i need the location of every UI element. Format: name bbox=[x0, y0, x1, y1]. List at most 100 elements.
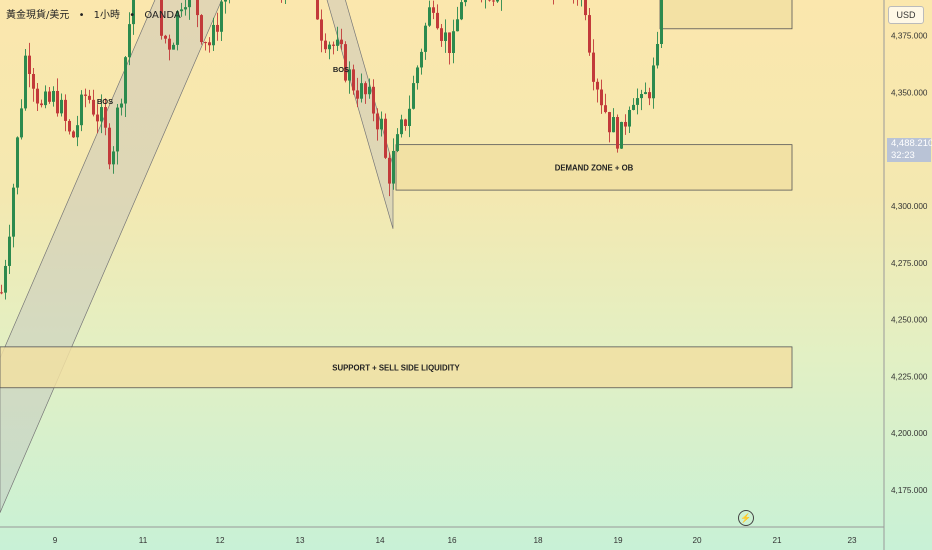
candle-body bbox=[444, 32, 447, 41]
candle-body bbox=[16, 137, 19, 188]
candle-body bbox=[24, 55, 27, 109]
candle-body bbox=[604, 105, 607, 113]
candle-body bbox=[112, 151, 115, 165]
candle-body bbox=[636, 98, 639, 105]
candle-body bbox=[8, 236, 11, 266]
candle-body bbox=[108, 127, 111, 165]
candle-body bbox=[648, 92, 651, 99]
candle-body bbox=[12, 187, 15, 237]
candle-body bbox=[448, 32, 451, 54]
candle-body bbox=[196, 0, 199, 16]
candle-body bbox=[380, 118, 383, 130]
candle-body bbox=[332, 44, 335, 46]
candle-body bbox=[200, 15, 203, 43]
candle-body bbox=[644, 92, 647, 95]
zone-box bbox=[395, 144, 793, 191]
candle-body bbox=[660, 0, 663, 44]
header-separator: • bbox=[129, 10, 136, 21]
candle-body bbox=[396, 134, 399, 151]
candle-body bbox=[612, 117, 615, 133]
candle-body bbox=[224, 0, 227, 2]
y-tick-label: 4,300.000 bbox=[891, 202, 928, 211]
candle-body bbox=[184, 7, 187, 10]
candle-body bbox=[432, 7, 435, 13]
candle-body bbox=[428, 7, 431, 26]
x-tick-label: 19 bbox=[613, 536, 623, 545]
candle-body bbox=[20, 108, 23, 138]
candle-body bbox=[52, 90, 55, 102]
x-tick-label: 11 bbox=[139, 536, 148, 545]
candle-body bbox=[100, 107, 103, 122]
candle-body bbox=[400, 119, 403, 135]
candle-body bbox=[392, 150, 395, 184]
candle-body bbox=[340, 39, 343, 45]
falling-channel bbox=[326, 0, 394, 229]
candle-body bbox=[72, 131, 75, 138]
bar-countdown: 32:23 bbox=[891, 150, 915, 161]
candle-body bbox=[344, 44, 347, 81]
candle-body bbox=[160, 0, 163, 36]
candle-body bbox=[92, 99, 95, 115]
candle-body bbox=[164, 35, 167, 39]
bos-label: BOS bbox=[97, 97, 113, 106]
y-tick-label: 4,225.000 bbox=[891, 372, 928, 381]
header-separator: • bbox=[78, 10, 85, 21]
candle-body bbox=[32, 73, 35, 89]
candle-body bbox=[584, 0, 587, 16]
candle-body bbox=[220, 1, 223, 32]
candle-body bbox=[388, 157, 391, 184]
symbol-header[interactable]: 黃金現貨/美元 • 1小時 • OANDA bbox=[6, 6, 187, 21]
y-tick-label: 4,350.000 bbox=[891, 88, 928, 97]
candle-body bbox=[616, 117, 619, 149]
candle-body bbox=[128, 24, 131, 58]
candle-body bbox=[452, 31, 455, 54]
interval-label[interactable]: 1小時 bbox=[93, 10, 121, 21]
candle-body bbox=[364, 83, 367, 95]
candle-body bbox=[116, 107, 119, 152]
candle-body bbox=[216, 24, 219, 32]
candle-body bbox=[460, 2, 463, 20]
zone-label: DEMAND ZONE + OB bbox=[555, 163, 634, 172]
candle-body bbox=[56, 90, 59, 114]
candle-body bbox=[424, 25, 427, 52]
x-tick-label: 12 bbox=[215, 536, 225, 545]
candle-body bbox=[172, 44, 175, 50]
x-tick-label: 21 bbox=[772, 536, 782, 545]
x-tick-label: 23 bbox=[847, 536, 857, 545]
currency-button[interactable]: USD bbox=[888, 6, 924, 24]
candle-body bbox=[608, 112, 611, 133]
candle-body bbox=[180, 9, 183, 12]
candle-body bbox=[88, 95, 91, 100]
candle-body bbox=[28, 55, 31, 74]
candle-body bbox=[624, 121, 627, 127]
candle-body bbox=[652, 65, 655, 99]
candle-body bbox=[0, 292, 3, 294]
candle-body bbox=[336, 39, 339, 46]
lightning-icon[interactable]: ⚡ bbox=[738, 510, 754, 526]
broker-label: OANDA bbox=[144, 10, 181, 21]
candle-body bbox=[316, 0, 319, 20]
candle-body bbox=[4, 265, 7, 293]
candle-body bbox=[592, 52, 595, 82]
candle-body bbox=[596, 81, 599, 90]
bos-label: BOS bbox=[333, 65, 349, 74]
candle-body bbox=[600, 89, 603, 106]
candle-body bbox=[96, 114, 99, 122]
candle-body bbox=[628, 109, 631, 127]
candle-body bbox=[640, 94, 643, 99]
candle-body bbox=[348, 69, 351, 81]
candle-body bbox=[416, 67, 419, 84]
candle-body bbox=[328, 44, 331, 50]
candle-body bbox=[376, 113, 379, 130]
last-price-tag: 4,488.210 32:23 bbox=[887, 138, 932, 162]
candle-body bbox=[120, 103, 123, 108]
candle-body bbox=[176, 11, 179, 45]
x-tick-label: 13 bbox=[295, 536, 305, 545]
candle-body bbox=[632, 104, 635, 110]
candle-body bbox=[368, 86, 371, 95]
candle-body bbox=[372, 86, 375, 114]
candle-body bbox=[44, 91, 47, 106]
candle-body bbox=[404, 119, 407, 126]
